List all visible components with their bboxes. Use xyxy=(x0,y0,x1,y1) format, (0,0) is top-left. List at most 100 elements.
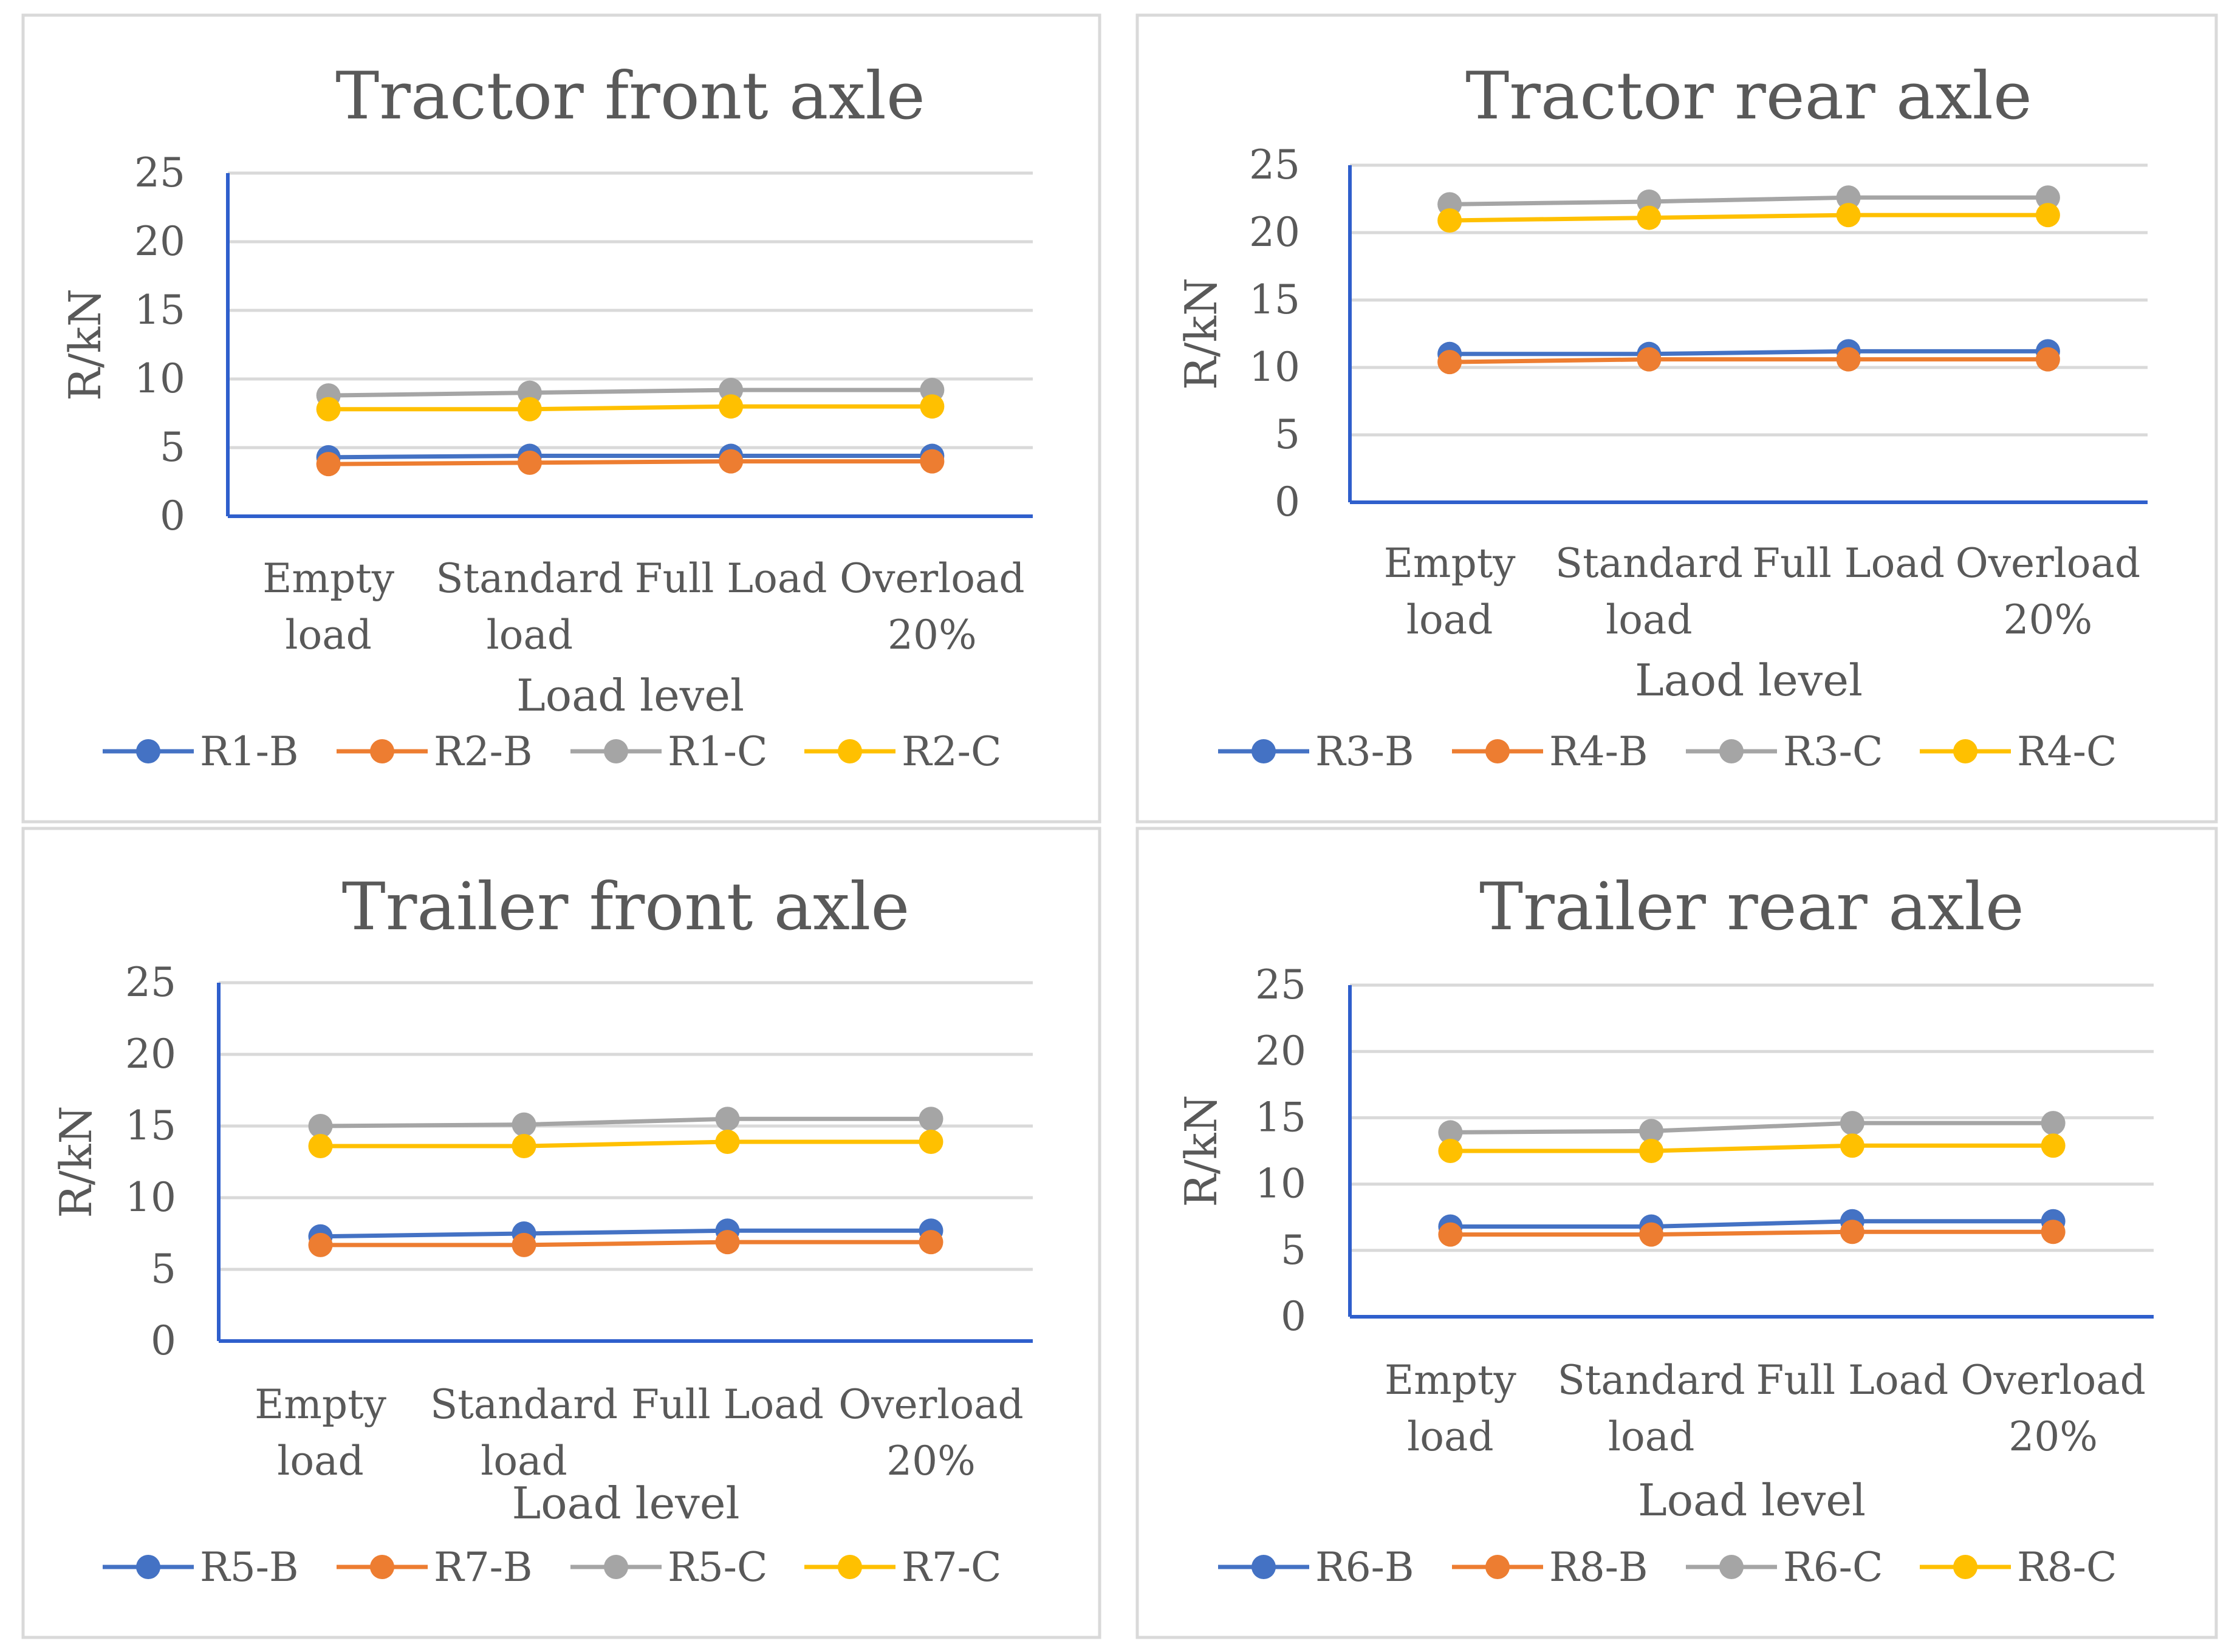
x-tick-label: Standard xyxy=(430,1381,618,1428)
data-point xyxy=(2041,1111,2066,1136)
legend-item: R7-C xyxy=(804,1544,1001,1591)
series-line xyxy=(1450,1229,2053,1237)
legend-marker xyxy=(1953,739,1977,763)
data-point xyxy=(2041,1133,2066,1158)
x-tick-label: load xyxy=(481,1438,567,1484)
legend: R3-B R4-B R3-C R4-C xyxy=(1218,728,2117,775)
y-tick-label: 0 xyxy=(151,1317,176,1364)
data-point xyxy=(512,1112,536,1137)
data-point xyxy=(715,1107,740,1131)
legend-marker xyxy=(136,1555,160,1579)
legend-item: R3-B xyxy=(1218,728,1414,775)
y-axis-label: R/kN xyxy=(50,1105,101,1218)
data-point xyxy=(1840,1220,1864,1244)
series-line xyxy=(328,459,933,466)
legend-item: R2-C xyxy=(804,728,1001,775)
data-point xyxy=(919,1129,943,1154)
y-tick-label: 25 xyxy=(125,959,176,1006)
series-line xyxy=(320,1116,931,1128)
legend-label: R3-C xyxy=(1783,728,1883,775)
legend-marker xyxy=(136,739,160,763)
x-axis-label: Laod level xyxy=(1635,655,1863,706)
data-point xyxy=(1637,347,1662,372)
x-tick-label: Standard xyxy=(436,555,623,602)
y-tick-label: 10 xyxy=(1255,1161,1306,1207)
legend-item: R4-B xyxy=(1452,728,1648,775)
x-tick-label: Empty xyxy=(1384,540,1516,587)
data-point xyxy=(512,1232,536,1257)
legend-item: R1-C xyxy=(570,728,767,775)
legend-item: R3-C xyxy=(1686,728,1883,775)
data-point xyxy=(308,1114,333,1138)
series-line xyxy=(1450,195,2048,206)
data-point xyxy=(1637,205,1662,230)
data-point xyxy=(1639,1119,1664,1144)
legend-label: R2-B xyxy=(434,728,533,775)
legend-marker xyxy=(1251,739,1276,763)
data-point xyxy=(308,1232,333,1257)
legend-item: R8-C xyxy=(1920,1544,2117,1591)
data-point xyxy=(1639,1139,1664,1163)
chart-panel-3: Trailer front axle 0 5 10 15 20 25 Empty load Sta… xyxy=(21,827,1101,1639)
legend-item: R2-B xyxy=(337,728,533,775)
x-tick-label: Empty xyxy=(1385,1357,1517,1404)
legend-label: R7-B xyxy=(434,1544,533,1591)
data-point xyxy=(2035,185,2060,210)
x-tick-label: load xyxy=(487,612,573,658)
legend-marker xyxy=(1719,1555,1744,1579)
x-tick-label: 20% xyxy=(2008,1413,2098,1460)
y-tick-label: 0 xyxy=(1275,479,1300,525)
legend-marker xyxy=(1251,1555,1276,1579)
y-axis-label: R/kN xyxy=(1176,278,1227,390)
data-point xyxy=(1836,347,1861,372)
x-tick-label: Overload xyxy=(1960,1357,2145,1404)
series-line xyxy=(320,1228,931,1239)
x-tick-label: Overload xyxy=(838,1381,1023,1428)
data-point xyxy=(1438,1139,1463,1163)
y-tick-label: 15 xyxy=(134,287,185,333)
data-point xyxy=(1438,1222,1463,1247)
legend-item: R6-B xyxy=(1218,1544,1414,1591)
series-line xyxy=(320,1139,931,1149)
series-line xyxy=(328,404,933,412)
legend-label: R5-B xyxy=(200,1544,299,1591)
y-tick-label: 10 xyxy=(1249,344,1300,391)
data-point xyxy=(919,1230,943,1255)
legend-marker xyxy=(838,1555,862,1579)
legend-item: R5-C xyxy=(570,1544,767,1591)
chart-title: Tractor rear axle xyxy=(1465,58,2032,134)
x-tick-label: Full Load xyxy=(1756,1357,1949,1404)
data-point xyxy=(316,452,341,477)
legend-item: R1-B xyxy=(103,728,299,775)
x-tick-label: load xyxy=(277,1438,363,1484)
chart-panel-2: Tractor rear axle 0 5 10 15 20 25 Empty load Stan… xyxy=(1135,13,2218,824)
x-tick-label: 20% xyxy=(886,1438,976,1484)
data-point xyxy=(1437,208,1462,233)
legend-marker xyxy=(1719,739,1744,763)
y-tick-label: 15 xyxy=(1249,276,1300,323)
series-line xyxy=(1450,1219,2053,1229)
series-line xyxy=(1450,213,2048,223)
legend-item: R6-C xyxy=(1686,1544,1883,1591)
y-tick-label: 10 xyxy=(134,355,185,402)
data-point xyxy=(517,450,542,475)
series-line xyxy=(1450,349,2048,357)
y-tick-label: 25 xyxy=(1249,142,1300,188)
series-line xyxy=(1450,1143,2053,1153)
series-R8-B xyxy=(1438,1220,2066,1247)
legend-item: R5-B xyxy=(103,1544,299,1591)
y-tick-label: 10 xyxy=(125,1174,176,1221)
x-tick-label: Empty xyxy=(255,1381,387,1428)
y-tick-label: 25 xyxy=(134,149,185,196)
legend-marker xyxy=(838,739,862,763)
legend-label: R3-B xyxy=(1315,728,1414,775)
legend-marker xyxy=(604,1555,628,1579)
legend-label: R4-C xyxy=(2017,728,2117,775)
y-tick-label: 20 xyxy=(1255,1028,1306,1074)
y-axis-label: R/kN xyxy=(1176,1094,1227,1207)
data-point xyxy=(1836,203,1861,228)
legend-marker xyxy=(1953,1555,1977,1579)
series-R5-C xyxy=(308,1107,943,1138)
y-tick-label: 20 xyxy=(1249,209,1300,256)
legend: R6-B R8-B R6-C R8-C xyxy=(1218,1544,2117,1591)
